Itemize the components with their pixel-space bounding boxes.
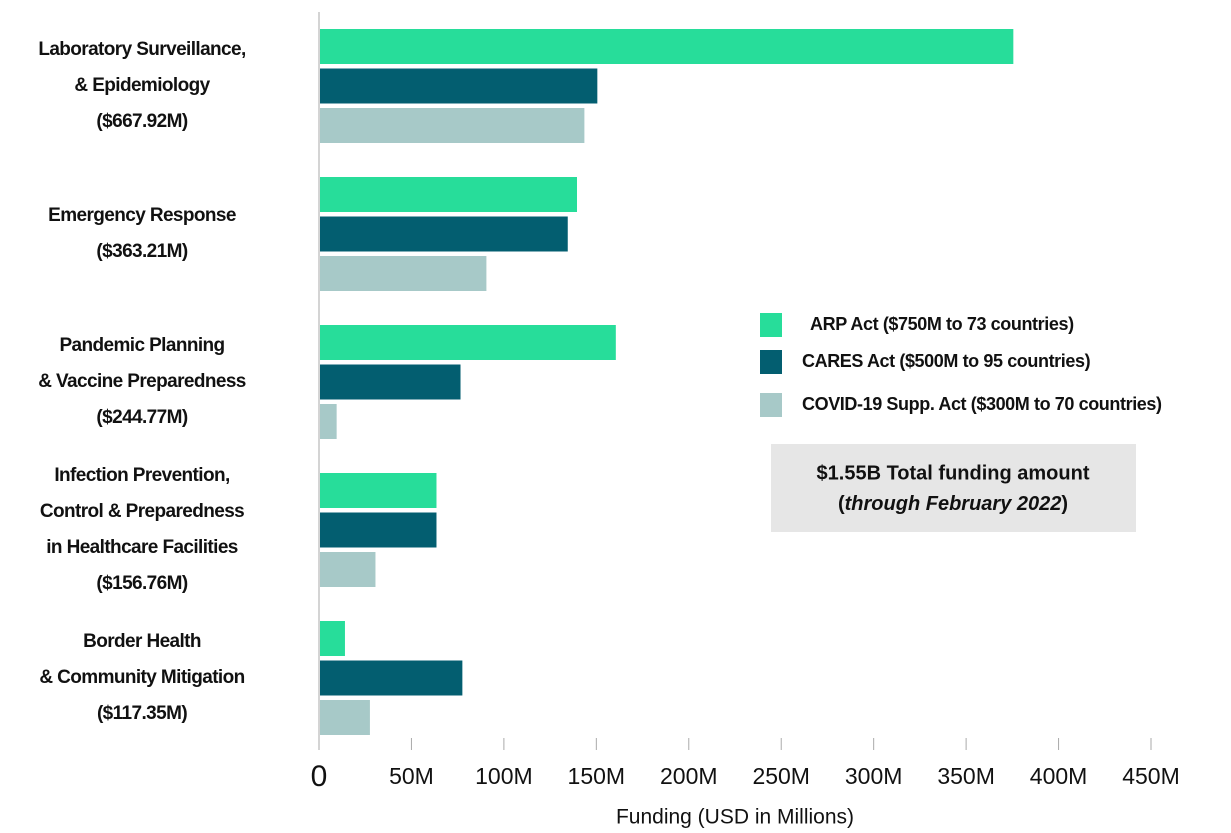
x-axis-title: Funding (USD in Millions) (616, 806, 854, 829)
bar (320, 216, 568, 252)
x-tick-label: 450M (1122, 763, 1180, 789)
x-tick-label: 200M (660, 763, 718, 789)
bar (320, 177, 577, 212)
category-label: Border Health (83, 631, 201, 652)
x-tick-label: 0 (311, 760, 328, 793)
legend-label: COVID-19 Supp. Act ($300M to 70 countrie… (802, 394, 1162, 414)
annotation: (through February 2022) (838, 493, 1068, 515)
bar (320, 68, 598, 104)
category-label: Pandemic Planning (59, 335, 224, 356)
bar (320, 660, 463, 696)
bar (320, 552, 376, 587)
legend-swatch (760, 350, 782, 374)
bar (320, 404, 337, 439)
category-label: & Epidemiology (74, 75, 210, 96)
bar (320, 29, 1014, 64)
category-label: Emergency Response (48, 205, 236, 226)
bar (320, 108, 585, 143)
category-label: Laboratory Surveillance, (38, 39, 246, 60)
legend-swatch (760, 393, 782, 417)
x-tick-label: 100M (475, 763, 533, 789)
category-label: ($117.35M) (97, 703, 187, 724)
annotation: ( (838, 493, 845, 515)
category-label: Infection Prevention, (54, 465, 230, 486)
x-tick-label: 350M (937, 763, 995, 789)
x-tick-label: 50M (389, 763, 434, 789)
annotation-box (771, 444, 1136, 532)
bar (320, 512, 437, 548)
category-label: ($244.77M) (96, 407, 187, 428)
category-label: ($667.92M) (96, 111, 187, 132)
bar (320, 256, 487, 291)
bar (320, 325, 616, 360)
annotation: $1.55B Total funding amount (817, 462, 1090, 484)
x-tick-label: 250M (752, 763, 810, 789)
x-tick-label: 400M (1030, 763, 1088, 789)
category-label: ($363.21M) (96, 241, 187, 262)
annotation: through February 2022 (845, 493, 1062, 515)
category-label: & Vaccine Preparedness (38, 371, 246, 392)
bar (320, 621, 345, 656)
x-tick-label: 300M (845, 763, 903, 789)
category-label: Control & Preparedness (40, 501, 244, 522)
bar (320, 700, 370, 735)
x-tick-label: 150M (568, 763, 626, 789)
legend-swatch (760, 313, 782, 337)
category-label: ($156.76M) (96, 573, 187, 594)
category-label: & Community Mitigation (39, 667, 244, 688)
category-label: in Healthcare Facilities (46, 537, 238, 558)
annotation: ) (1061, 493, 1068, 515)
legend-label: ARP Act ($750M to 73 countries) (810, 314, 1074, 334)
legend-label: CARES Act ($500M to 95 countries) (802, 351, 1091, 371)
bar (320, 364, 461, 400)
bar (320, 473, 437, 508)
